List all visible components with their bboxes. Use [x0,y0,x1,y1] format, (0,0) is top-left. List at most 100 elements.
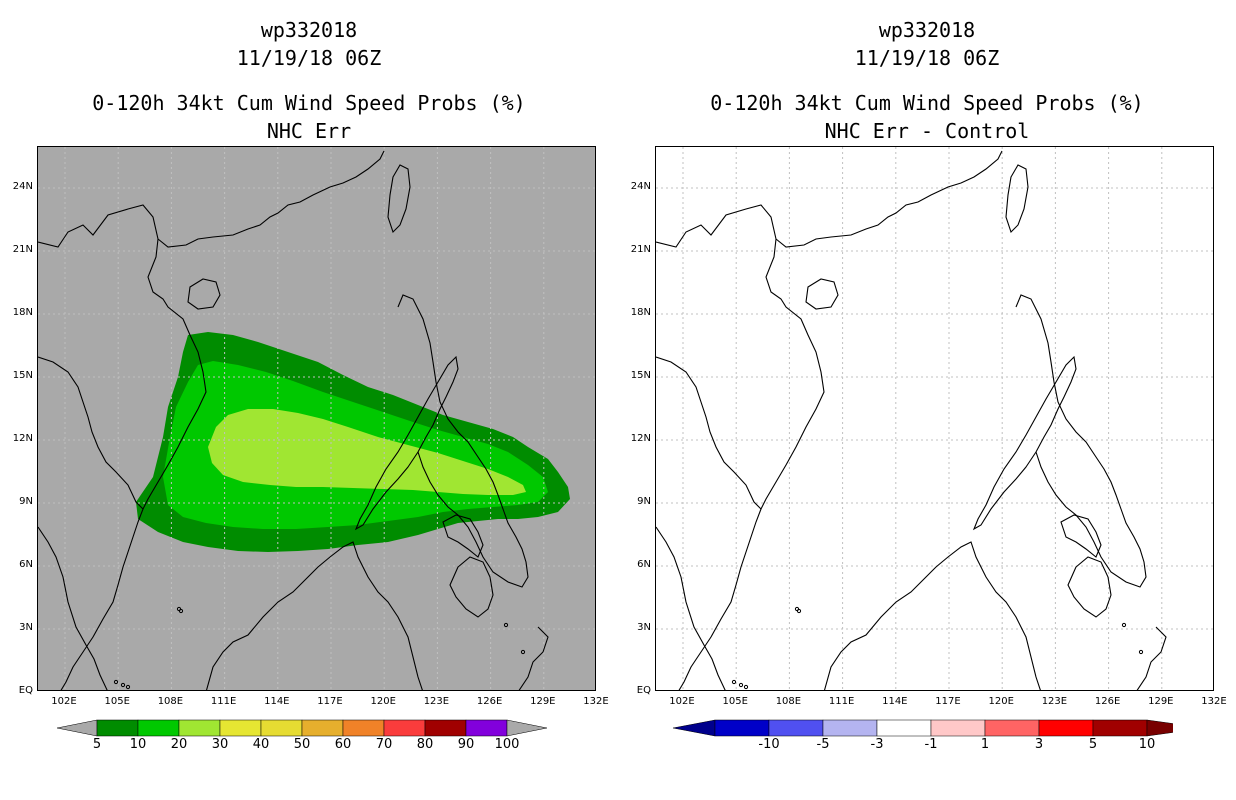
colorbar-label: 90 [457,737,475,752]
colorbar-label: -5 [816,737,830,752]
map-plot-diff [655,146,1214,691]
colorbar-label: -10 [758,737,780,752]
coastline [387,164,411,234]
island [738,682,744,688]
coastline [449,556,494,618]
lat-label: 12N [630,433,651,444]
colorbar-label: 1 [980,737,990,752]
colorbar-swatch [714,719,770,737]
lat-label: 24N [12,181,33,192]
colorbar-label: 5 [1088,737,1098,752]
lon-label: 132E [1201,696,1227,707]
coastline [187,278,221,310]
colorbar-swatch [984,719,1040,737]
colorbar-label: 20 [170,737,188,752]
colorbar-swatch [96,719,139,737]
colorbar-max-arrow [506,719,548,737]
lon-label: 105E [104,696,130,707]
colorbar-swatch [137,719,180,737]
island [120,682,126,688]
lat-label: 3N [637,622,651,633]
coastline [1136,626,1167,690]
lat-label: 9N [19,496,33,507]
storm-id: wp332018 [260,18,358,42]
lon-label: 123E [423,696,450,707]
lat-label: 21N [630,244,651,255]
lon-label: 102E [51,696,77,707]
lat-label: 12N [12,433,33,444]
coastline [823,541,1041,690]
coastline [442,514,484,558]
lat-label: 6N [637,559,651,570]
storm-id: wp332018 [878,18,976,42]
lat-label: 18N [12,307,33,318]
colorbar-label: 10 [129,737,147,752]
coastline [38,526,108,690]
colorbar-swatch [930,719,986,737]
lat-label: 15N [12,370,33,381]
colorbar-label: -1 [924,737,938,752]
lon-label: 111E [828,696,855,707]
lon-label: 114E [882,696,908,707]
colorbar-label: 60 [334,737,352,752]
colorbar-swatch [768,719,824,737]
coastline [397,294,529,588]
island [1121,622,1127,628]
island [178,608,184,614]
panel-nhc-err: wp332018 11/19/18 06Z 0-120h 34kt Cum Wi… [12,18,609,752]
lon-label: 114E [264,696,290,707]
lon-label: 120E [370,696,396,707]
coastline [518,626,549,690]
coastline [1067,556,1112,618]
lat-label: EQ [636,685,651,696]
valid-time: 11/19/18 06Z [854,46,1000,70]
colorbar-probs [57,719,548,737]
colorbar-label: 100 [494,737,520,752]
coastline [656,526,726,690]
island [125,684,131,690]
lat-label: 24N [630,181,651,192]
colorbar-label: 5 [92,737,102,752]
island [113,679,119,685]
lat-label: EQ [18,685,33,696]
product-title: 0-120h 34kt Cum Wind Speed Probs (%) [92,91,526,115]
coastline [678,508,762,690]
colorbar-label: 10 [1138,737,1156,752]
lat-label: 6N [19,559,33,570]
lon-label: 117E [317,696,343,707]
colorbar-swatch [178,719,221,737]
lon-label: 129E [1148,696,1174,707]
lon-label: 123E [1041,696,1068,707]
map-svg [656,147,1213,690]
colorbar-swatch [383,719,426,737]
product-title: 0-120h 34kt Cum Wind Speed Probs (%) [710,91,1144,115]
map-svg [38,147,595,690]
prob-contour-20 [208,409,526,495]
coastline [38,150,385,248]
colorbar-swatch [219,719,262,737]
coastline [972,355,1077,531]
lat-label: 15N [630,370,651,381]
lon-label: 129E [530,696,556,707]
lon-label: 108E [775,696,802,707]
valid-time: 11/19/18 06Z [236,46,382,70]
panel-subtitle: NHC Err - Control [824,119,1030,143]
colorbar-max-arrow [1146,719,1173,737]
colorbar-label: 50 [293,737,311,752]
island [731,679,737,685]
coastline [354,355,459,531]
coastline [205,541,423,690]
colorbar-swatch [822,719,878,737]
map-plot-probs [37,146,596,691]
colorbar-min-arrow [673,719,716,737]
lon-label: 105E [722,696,748,707]
colorbar-swatch [876,719,932,737]
island [743,684,749,690]
lon-label: 108E [157,696,184,707]
panel-subtitle: NHC Err [266,119,352,143]
island [1138,649,1144,655]
island [503,622,509,628]
lat-label: 18N [630,307,651,318]
lon-label: 111E [210,696,237,707]
lon-label: 117E [935,696,961,707]
